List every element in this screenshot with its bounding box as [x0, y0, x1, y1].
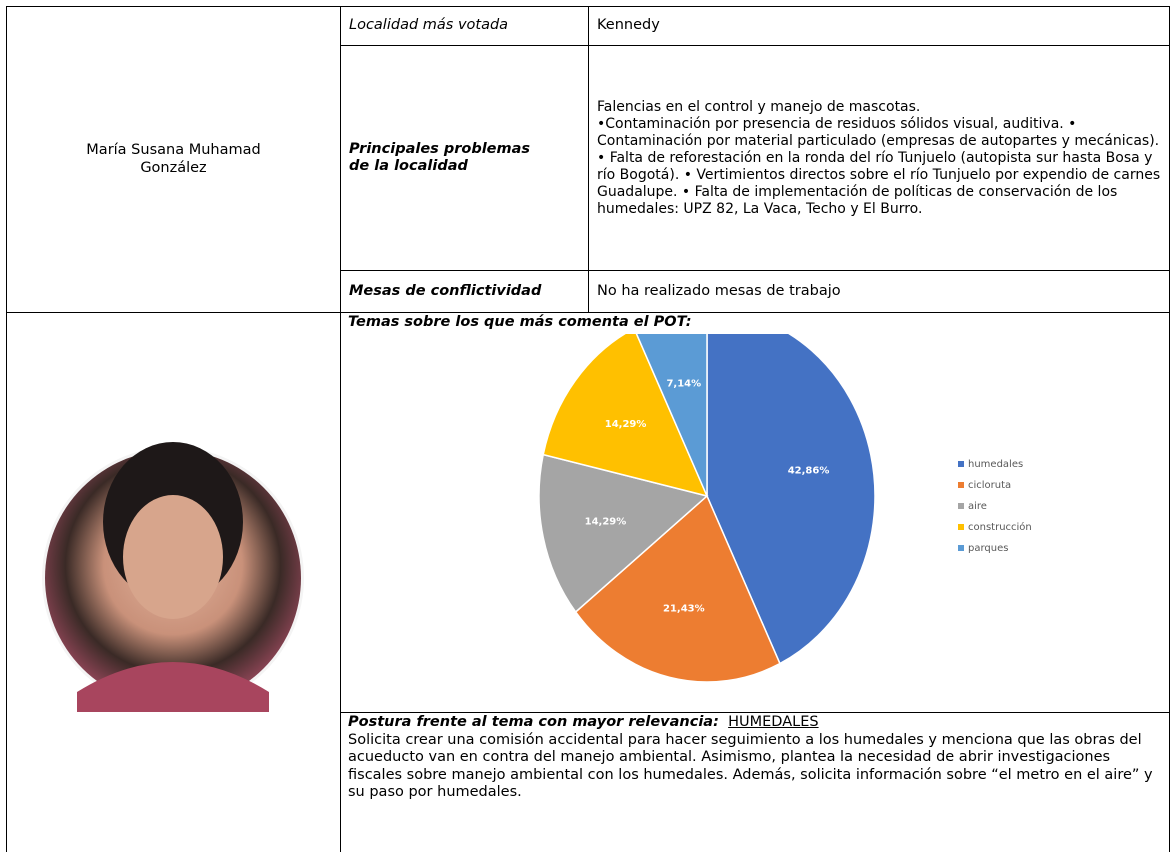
postura-text: Solicita crear una comisión accidental p… [348, 731, 1153, 801]
legend-swatch [958, 482, 964, 488]
photo [42, 442, 304, 712]
legend-swatch [958, 503, 964, 509]
person-name: María Susana Muhamad González [86, 142, 261, 176]
slice-label: 14,29% [585, 517, 627, 528]
pie-slice [542, 334, 709, 498]
row-label: Mesas de conflictividad [349, 282, 542, 299]
row-label: Principales problemas de la localidad [349, 140, 531, 175]
chart-cell: Temas sobre los que más comenta el POT: … [340, 312, 1170, 713]
pie-slice [706, 334, 876, 665]
row-value: Kennedy [597, 17, 660, 34]
slice-label: 14,29% [605, 419, 647, 430]
postura-cell: Postura frente al tema con mayor relevan… [340, 712, 1170, 852]
slice-label: 21,43% [663, 603, 705, 614]
postura-topic: HUMEDALES [728, 714, 819, 730]
pie-slice [574, 494, 781, 683]
scarf [77, 662, 269, 712]
value-cell: No ha realizado mesas de trabajo [588, 270, 1170, 313]
legend-label: construcción [968, 521, 1032, 533]
photo-cell [6, 312, 341, 852]
label-cell: Mesas de conflictividad [340, 270, 589, 313]
slice-label: 42,86% [788, 465, 830, 476]
slice-label: 7,14% [666, 379, 701, 390]
label-cell: Localidad más votada [340, 6, 589, 46]
row-label: Localidad más votada [349, 17, 509, 34]
pie-slice [635, 334, 708, 497]
legend-swatch [958, 545, 964, 551]
legend-label: humedales [968, 459, 1023, 470]
legend-label: aire [968, 501, 987, 512]
postura-heading: Postura frente al tema con mayor relevan… [348, 714, 719, 730]
value-cell: Falencias en el control y manejo de masc… [588, 45, 1170, 271]
row-value: Falencias en el control y manejo de masc… [597, 98, 1161, 217]
legend-swatch [958, 461, 964, 467]
legend-label: cicloruta [968, 480, 1011, 491]
legend-swatch [958, 524, 964, 530]
legend-label: parques [968, 543, 1008, 554]
chart-title: Temas sobre los que más comenta el POT: [348, 314, 692, 330]
person-cell: María Susana Muhamad González [6, 6, 341, 313]
label-cell: Principales problemas de la localidad [340, 45, 589, 271]
value-cell: Kennedy [588, 6, 1170, 46]
face [123, 495, 223, 619]
row-value: No ha realizado mesas de trabajo [597, 282, 841, 299]
pie-slice [538, 453, 709, 614]
pie-chart: 42,86% 21,43% 14,29% 14,29% 7,14% humedales ci… [538, 334, 1032, 683]
